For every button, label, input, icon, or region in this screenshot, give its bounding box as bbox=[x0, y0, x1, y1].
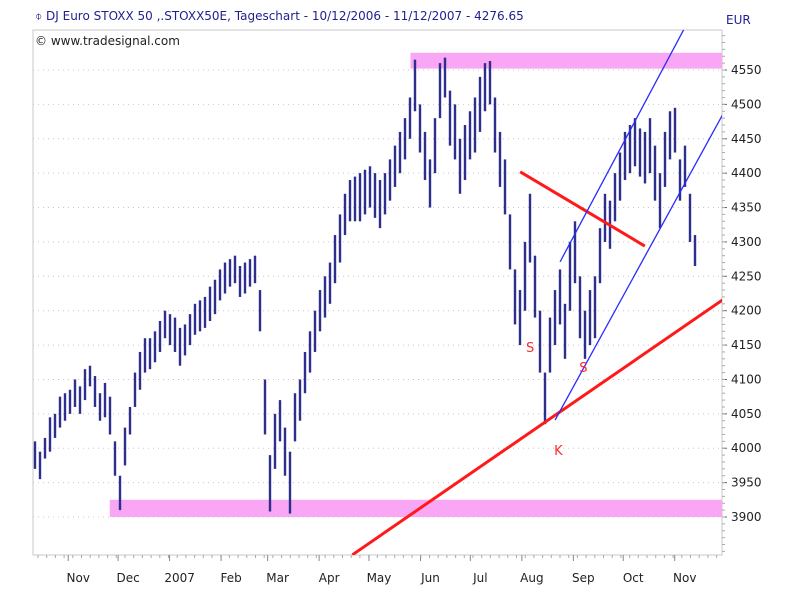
y-tick-label: 3950 bbox=[731, 476, 762, 490]
support-resistance-zone bbox=[410, 52, 722, 69]
y-tick-label: 4050 bbox=[731, 407, 762, 421]
x-tick-label: Jul bbox=[472, 571, 487, 585]
x-tick-label: Feb bbox=[220, 571, 241, 585]
y-tick-label: 4300 bbox=[731, 235, 762, 249]
y-tick-label: 4150 bbox=[731, 338, 762, 352]
x-tick-label: Oct bbox=[623, 571, 644, 585]
red-trendline bbox=[519, 170, 646, 248]
blue-channel-line bbox=[554, 114, 722, 421]
y-tick-label: 3900 bbox=[731, 510, 762, 524]
x-tick-label: Sep bbox=[572, 571, 595, 585]
y-tick-label: 4550 bbox=[731, 63, 762, 77]
y-tick-label: 4450 bbox=[731, 132, 762, 146]
y-tick-label: 4250 bbox=[731, 269, 762, 283]
y-tick-label: 4350 bbox=[731, 201, 762, 215]
x-tick-label: 2007 bbox=[164, 571, 195, 585]
blue-channel-line bbox=[559, 30, 685, 263]
red-trendline bbox=[351, 298, 722, 555]
x-tick-label: May bbox=[367, 571, 392, 585]
annotation-label: K bbox=[554, 444, 563, 459]
support-resistance-zone bbox=[109, 499, 722, 518]
x-tick-label: Nov bbox=[67, 571, 90, 585]
x-tick-label: Aug bbox=[520, 571, 543, 585]
y-tick-label: 4200 bbox=[731, 304, 762, 318]
x-tick-label: Apr bbox=[319, 571, 340, 585]
currency-unit: EUR bbox=[726, 13, 751, 27]
x-tick-label: Nov bbox=[673, 571, 696, 585]
instrument-icon: ⌽ bbox=[35, 9, 47, 23]
plot-area bbox=[32, 29, 723, 556]
plot-content: S S K bbox=[33, 30, 722, 555]
y-tick-label: 4000 bbox=[731, 441, 762, 455]
annotation-label: S bbox=[526, 341, 534, 356]
annotation-label: S bbox=[579, 361, 587, 376]
x-tick-label: Dec bbox=[116, 571, 139, 585]
copyright-text: © www.tradesignal.com bbox=[35, 34, 180, 48]
y-tick-label: 4500 bbox=[731, 97, 762, 111]
x-tick-label: Mar bbox=[266, 571, 289, 585]
chart-title: ⌽ DJ Euro STOXX 50 ,.STOXX50E, Tageschar… bbox=[35, 9, 524, 24]
title-text: DJ Euro STOXX 50 ,.STOXX50E, Tageschart … bbox=[46, 9, 524, 23]
y-tick-label: 4100 bbox=[731, 372, 762, 386]
y-tick-label: 4400 bbox=[731, 166, 762, 180]
x-tick-label: Jun bbox=[420, 571, 440, 585]
